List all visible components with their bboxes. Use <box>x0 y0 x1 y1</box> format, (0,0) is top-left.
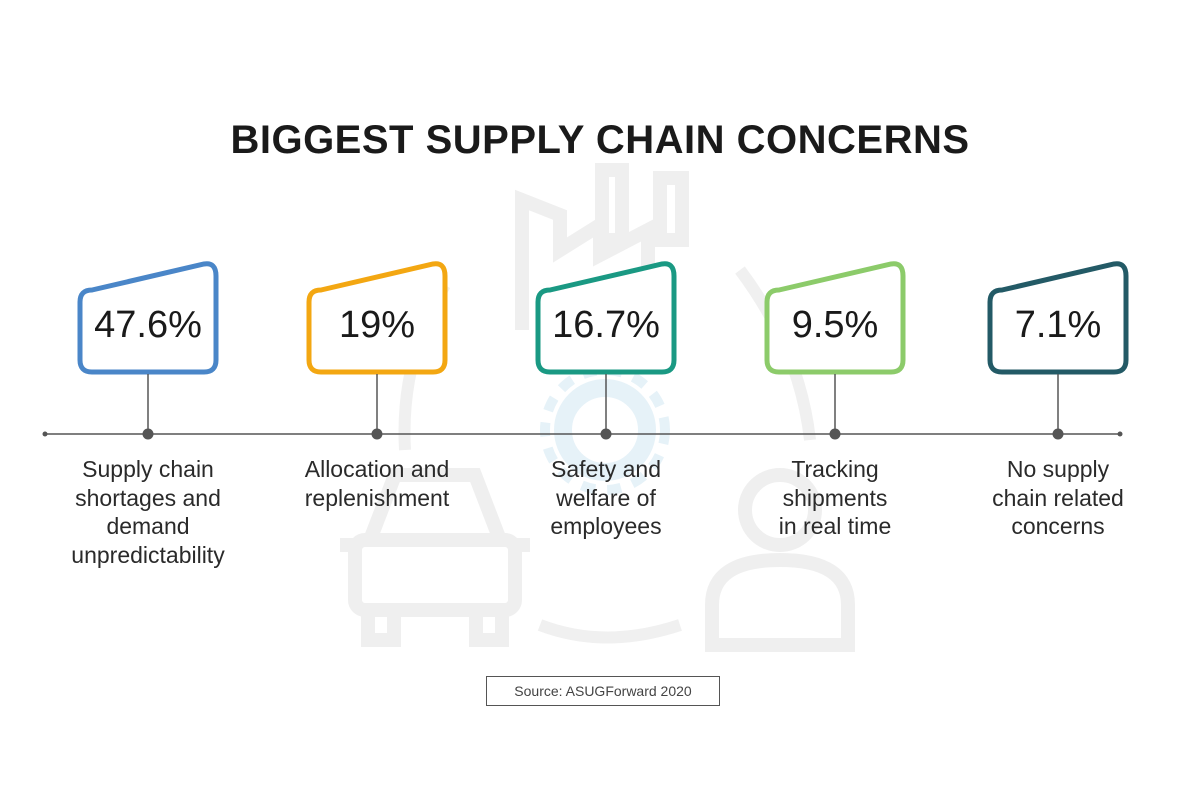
value-callout-box <box>77 261 219 375</box>
value-label: 7.1% <box>1015 304 1102 346</box>
category-label: Safety and welfare of employees <box>550 456 662 539</box>
chart-title: BIGGEST SUPPLY CHAIN CONCERNS <box>230 118 970 162</box>
person-icon <box>705 468 855 652</box>
category-label: Allocation and replenishment <box>304 456 450 511</box>
timeline-marker-dot <box>142 428 154 440</box>
timeline-marker-dot <box>371 428 383 440</box>
category-label: No supply chain related concerns <box>992 456 1124 539</box>
arc-bottom <box>537 619 682 644</box>
category-label: Tracking shipments in real time <box>778 456 892 539</box>
car-icon <box>340 468 530 647</box>
source-note: Source: ASUGForward 2020 <box>486 676 720 706</box>
value-callout-box <box>535 261 677 375</box>
value-label: 19% <box>339 304 415 346</box>
value-callout-box <box>306 261 448 375</box>
value-callout-box <box>764 261 906 375</box>
value-callout-box <box>987 261 1129 375</box>
gear-icon <box>540 365 670 495</box>
value-label: 16.7% <box>552 304 660 346</box>
timeline-marker-dot <box>1052 428 1064 440</box>
timeline-marker-dot <box>600 428 612 440</box>
factory-icon <box>515 163 689 330</box>
category-label: Supply chain shortages and demand unpred… <box>71 456 225 568</box>
timeline-start-dot <box>42 431 48 437</box>
timeline-end-dot <box>1117 431 1123 437</box>
value-label: 47.6% <box>94 304 202 346</box>
timeline-marker-dot <box>829 428 841 440</box>
value-label: 9.5% <box>792 304 879 346</box>
